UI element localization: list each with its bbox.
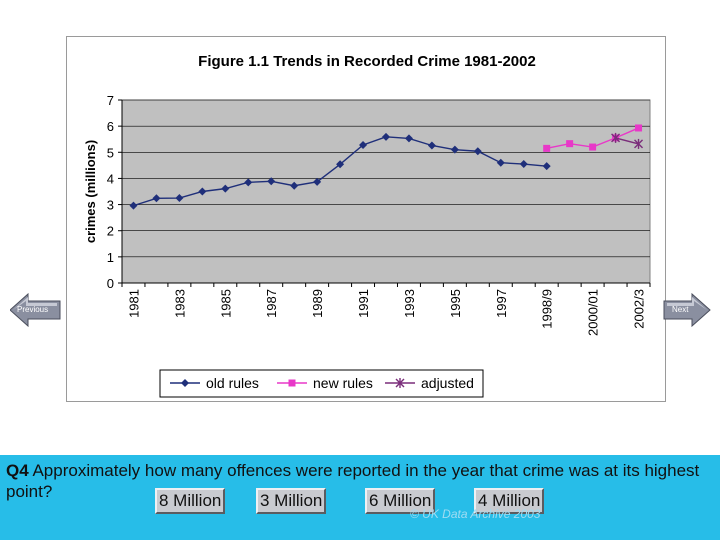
y-tick-label: 5 [107, 145, 114, 160]
quiz-panel: Q4 Approximately how many offences were … [0, 455, 720, 540]
data-point-marker [336, 160, 345, 169]
data-point-marker [395, 378, 405, 388]
data-point-marker [175, 194, 184, 203]
y-tick-label: 0 [107, 276, 114, 291]
data-point-marker [404, 134, 413, 143]
x-tick-label: 2000/01 [586, 289, 601, 336]
x-tick-label: 1991 [356, 289, 371, 318]
data-point-marker [634, 138, 644, 149]
chart-figure: Figure 1.1 Trends in Recorded Crime 1981… [66, 36, 666, 402]
left-arrow-icon [10, 293, 61, 327]
y-axis-label: crimes (millions) [83, 140, 98, 243]
data-point-marker [198, 187, 207, 196]
data-point-marker [473, 147, 482, 156]
y-tick-label: 6 [107, 119, 114, 134]
next-button[interactable]: Next [660, 293, 716, 327]
data-point-marker [267, 177, 276, 186]
data-point-marker [244, 178, 253, 187]
plot-area [121, 99, 651, 284]
answer-6-million[interactable]: 6 Million [365, 488, 436, 514]
data-point-marker [519, 160, 528, 169]
data-point-marker [359, 140, 368, 149]
data-point-marker [382, 132, 390, 141]
data-point-marker [221, 184, 230, 193]
data-point-marker [543, 144, 551, 152]
data-point-marker [566, 140, 574, 148]
legend-box [159, 369, 484, 398]
copyright-notice: © UK Data Archive 2003 [410, 507, 541, 521]
question-text: Q4 Approximately how many offences were … [6, 460, 711, 502]
right-arrow-icon [663, 293, 711, 327]
data-point-marker [152, 194, 161, 203]
x-tick-label: 1998/9 [540, 289, 555, 329]
data-point-marker [129, 201, 138, 210]
data-point-marker [427, 141, 436, 150]
data-point-marker [542, 162, 551, 171]
x-tick-label: 1981 [126, 289, 141, 318]
x-tick-label: 1983 [172, 289, 187, 318]
line-chart: Figure 1.1 Trends in Recorded Crime 1981… [83, 53, 651, 398]
y-tick-label: 3 [107, 198, 114, 213]
data-point-marker [290, 181, 299, 190]
data-point-marker [288, 379, 296, 387]
previous-label: Previous [17, 305, 49, 314]
data-point-marker [450, 145, 459, 154]
legend-label: old rules [206, 375, 259, 391]
next-label: Next [672, 305, 689, 314]
x-tick-label: 2002/3 [632, 289, 647, 329]
x-tick-label: 1993 [402, 289, 417, 318]
question-body: Approximately how many offences were rep… [6, 461, 700, 501]
y-tick-label: 1 [107, 250, 114, 265]
x-tick-label: 1987 [264, 289, 279, 318]
data-point-marker [313, 177, 322, 186]
y-tick-label: 4 [107, 171, 114, 186]
legend-label: adjusted [421, 375, 474, 391]
data-point-marker [589, 143, 597, 151]
data-point-marker [635, 124, 643, 132]
x-tick-label: 1995 [448, 289, 463, 318]
answer-8-million[interactable]: 8 Million [155, 488, 226, 514]
y-tick-label: 7 [107, 93, 114, 108]
answer-4-million[interactable]: 4 Million [474, 488, 545, 514]
legend-label: new rules [313, 375, 373, 391]
series-line-adjusted [615, 137, 639, 145]
x-tick-label: 1985 [218, 289, 233, 318]
y-tick-label: 2 [107, 224, 114, 239]
x-tick-label: 1997 [494, 289, 509, 318]
data-point-marker [181, 379, 189, 387]
chart-title: Figure 1.1 Trends in Recorded Crime 1981… [198, 53, 536, 70]
data-point-marker [496, 158, 505, 167]
x-tick-label: 1989 [310, 289, 325, 318]
data-point-marker [611, 132, 621, 143]
answer-3-million[interactable]: 3 Million [256, 488, 327, 514]
previous-button[interactable]: Previous [10, 293, 66, 327]
question-number: Q4 [6, 461, 29, 480]
